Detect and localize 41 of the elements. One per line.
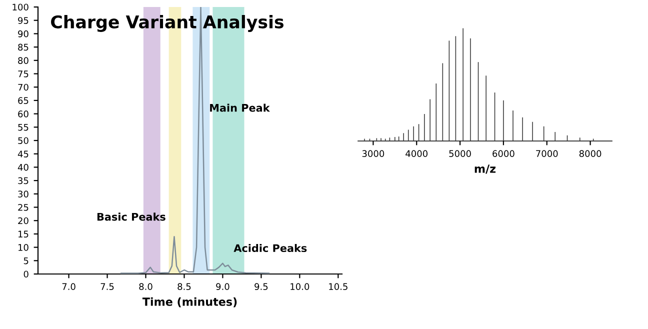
y-tick-label: 5 — [24, 258, 28, 264]
y-tick-label: 35 — [18, 177, 28, 184]
y-tick-label: 40 — [18, 164, 28, 171]
y-tick-label: 65 — [18, 97, 28, 104]
x-tick-label: 5000 — [449, 150, 471, 158]
x-axis-title: m/z — [474, 164, 496, 174]
y-tick-label: 75 — [18, 70, 28, 78]
x-tick-label: 8.0 — [139, 283, 152, 290]
x-tick-label: 3000 — [362, 150, 384, 158]
x-tick-label: 7000 — [536, 150, 558, 158]
y-tick-label: 90 — [18, 30, 28, 38]
y-tick-label: 15 — [18, 230, 28, 238]
y-tick-label: 45 — [18, 150, 28, 158]
x-tick-label: 8.5 — [178, 283, 191, 290]
x-axis-title: Time (minutes) — [142, 297, 237, 308]
x-tick-label: 9.5 — [254, 283, 268, 290]
x-tick-label: 10.5 — [329, 283, 348, 290]
y-tick-label: 55 — [18, 124, 28, 131]
annotation: Basic Peaks — [97, 212, 166, 221]
annotation: Main Peak — [210, 104, 270, 112]
x-tick-label: 8000 — [579, 150, 602, 158]
x-tick-label: 9.0 — [216, 283, 230, 290]
y-tick-label: 50 — [18, 137, 28, 144]
y-tick-label: 25 — [18, 204, 28, 211]
y-tick-label: 85 — [18, 44, 28, 51]
y-tick-label: 100 — [12, 4, 28, 11]
x-tick-label: 7.0 — [62, 283, 76, 290]
x-tick-label: 4000 — [406, 150, 428, 158]
y-tick-label: 95 — [18, 17, 28, 24]
y-tick-label: 30 — [18, 190, 28, 198]
y-tick-label: 0 — [24, 270, 28, 278]
x-tick-label: 10.0 — [290, 283, 310, 290]
annotation: Acidic Peaks — [234, 244, 307, 252]
x-tick-label: 7.5 — [100, 283, 114, 290]
y-tick-label: 20 — [18, 217, 28, 224]
y-tick-label: 70 — [18, 84, 28, 91]
chart-title: Charge Variant Analysis — [51, 15, 284, 32]
y-tick-label: 80 — [18, 57, 28, 64]
x-tick-label: 6000 — [492, 150, 514, 158]
y-tick-label: 60 — [18, 110, 28, 118]
y-tick-label: 10 — [18, 244, 28, 251]
